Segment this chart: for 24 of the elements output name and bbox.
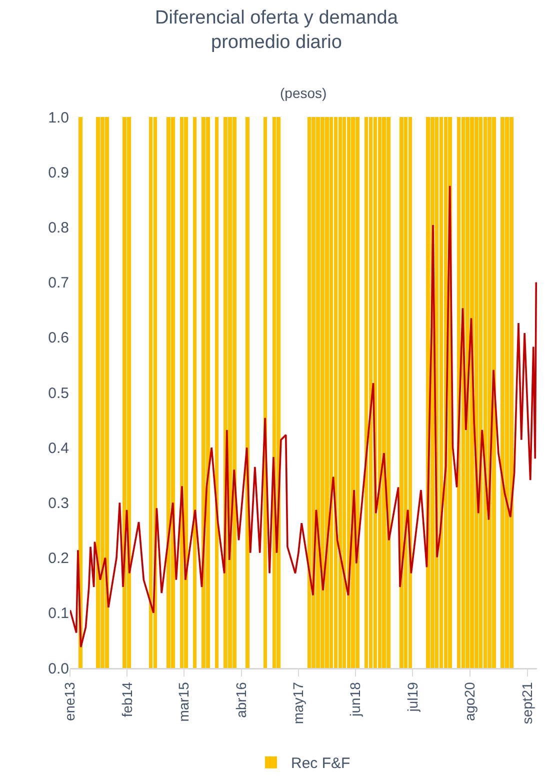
y-tick-label: 0.4 xyxy=(48,440,69,457)
x-tick-label: jun18 xyxy=(347,682,364,718)
y-tick-label: 1.0 xyxy=(48,109,69,126)
x-tick-label: sept21 xyxy=(518,682,535,724)
y-tick-label: 0.5 xyxy=(48,384,69,402)
y-tick-label: 0.8 xyxy=(48,219,69,236)
x-tick-label: jul19 xyxy=(404,682,420,713)
y-tick-label: 0.0 xyxy=(48,660,69,678)
y-tick-label: 0.6 xyxy=(48,330,69,347)
x-tick-label: may17 xyxy=(290,682,306,724)
y-tick-label: 0.2 xyxy=(48,550,69,568)
x-tick-label: mar15 xyxy=(176,682,192,722)
legend-label: Rec F&F xyxy=(291,755,350,772)
y-tick-label: 0.1 xyxy=(48,605,69,622)
x-tick-label: feb14 xyxy=(118,682,135,718)
x-tick-label: abr16 xyxy=(232,682,249,718)
x-tick-label: ago20 xyxy=(462,682,478,722)
x-tick-label: ene13 xyxy=(62,682,78,722)
y-tick-label: 0.7 xyxy=(48,274,69,292)
y-tick-label: 0.9 xyxy=(48,164,69,182)
y-tick-label: 0.3 xyxy=(48,494,69,512)
chart-subtitle: (pesos) xyxy=(280,85,327,101)
line-series xyxy=(70,184,537,648)
chart-title: Diferencial oferta y demanda promedio diario xyxy=(155,7,398,54)
